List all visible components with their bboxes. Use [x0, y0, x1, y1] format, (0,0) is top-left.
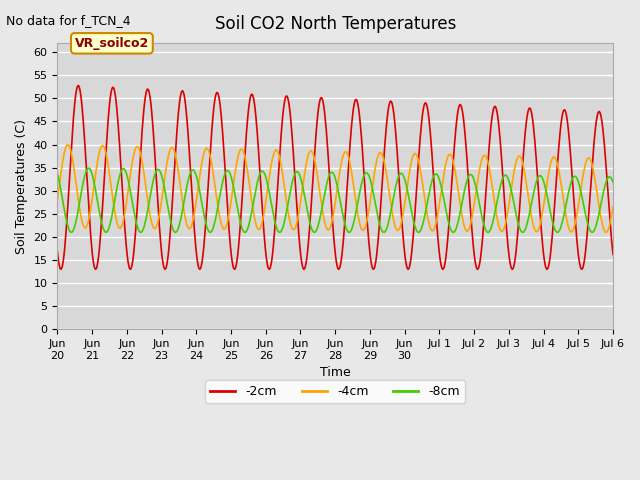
- -8cm: [271, 218, 278, 224]
- -2cm: [75, 83, 83, 88]
- -2cm: [394, 148, 401, 154]
- -4cm: [609, 204, 617, 210]
- Title: Soil CO2 North Temperatures: Soil CO2 North Temperatures: [214, 15, 456, 33]
- -8cm: [120, 166, 127, 172]
- -2cm: [270, 236, 278, 242]
- -4cm: [64, 142, 72, 148]
- X-axis label: Time: Time: [320, 366, 351, 379]
- -4cm: [424, 217, 432, 223]
- -4cm: [270, 150, 278, 156]
- Text: VR_soilco2: VR_soilco2: [75, 37, 149, 50]
- -2cm: [249, 93, 257, 99]
- Line: -2cm: -2cm: [58, 85, 613, 269]
- -8cm: [609, 180, 617, 185]
- -8cm: [84, 165, 92, 171]
- -2cm: [221, 172, 229, 178]
- -2cm: [120, 203, 127, 208]
- Legend: -2cm, -4cm, -8cm: -2cm, -4cm, -8cm: [205, 380, 465, 403]
- Line: -4cm: -4cm: [58, 145, 613, 232]
- -2cm: [609, 252, 617, 257]
- -4cm: [120, 218, 127, 224]
- Y-axis label: Soil Temperatures (C): Soil Temperatures (C): [15, 119, 28, 253]
- -8cm: [54, 171, 61, 177]
- -4cm: [249, 206, 257, 212]
- -2cm: [508, 266, 516, 272]
- -4cm: [54, 196, 61, 202]
- -2cm: [424, 110, 432, 116]
- -8cm: [394, 176, 402, 181]
- Line: -8cm: -8cm: [58, 168, 613, 232]
- -8cm: [250, 198, 257, 204]
- -4cm: [602, 229, 609, 235]
- -8cm: [172, 229, 179, 235]
- -8cm: [222, 168, 230, 174]
- -4cm: [221, 225, 229, 231]
- -8cm: [425, 191, 433, 197]
- -2cm: [54, 249, 61, 254]
- Text: No data for f_TCN_4: No data for f_TCN_4: [6, 14, 131, 27]
- -4cm: [394, 228, 401, 233]
